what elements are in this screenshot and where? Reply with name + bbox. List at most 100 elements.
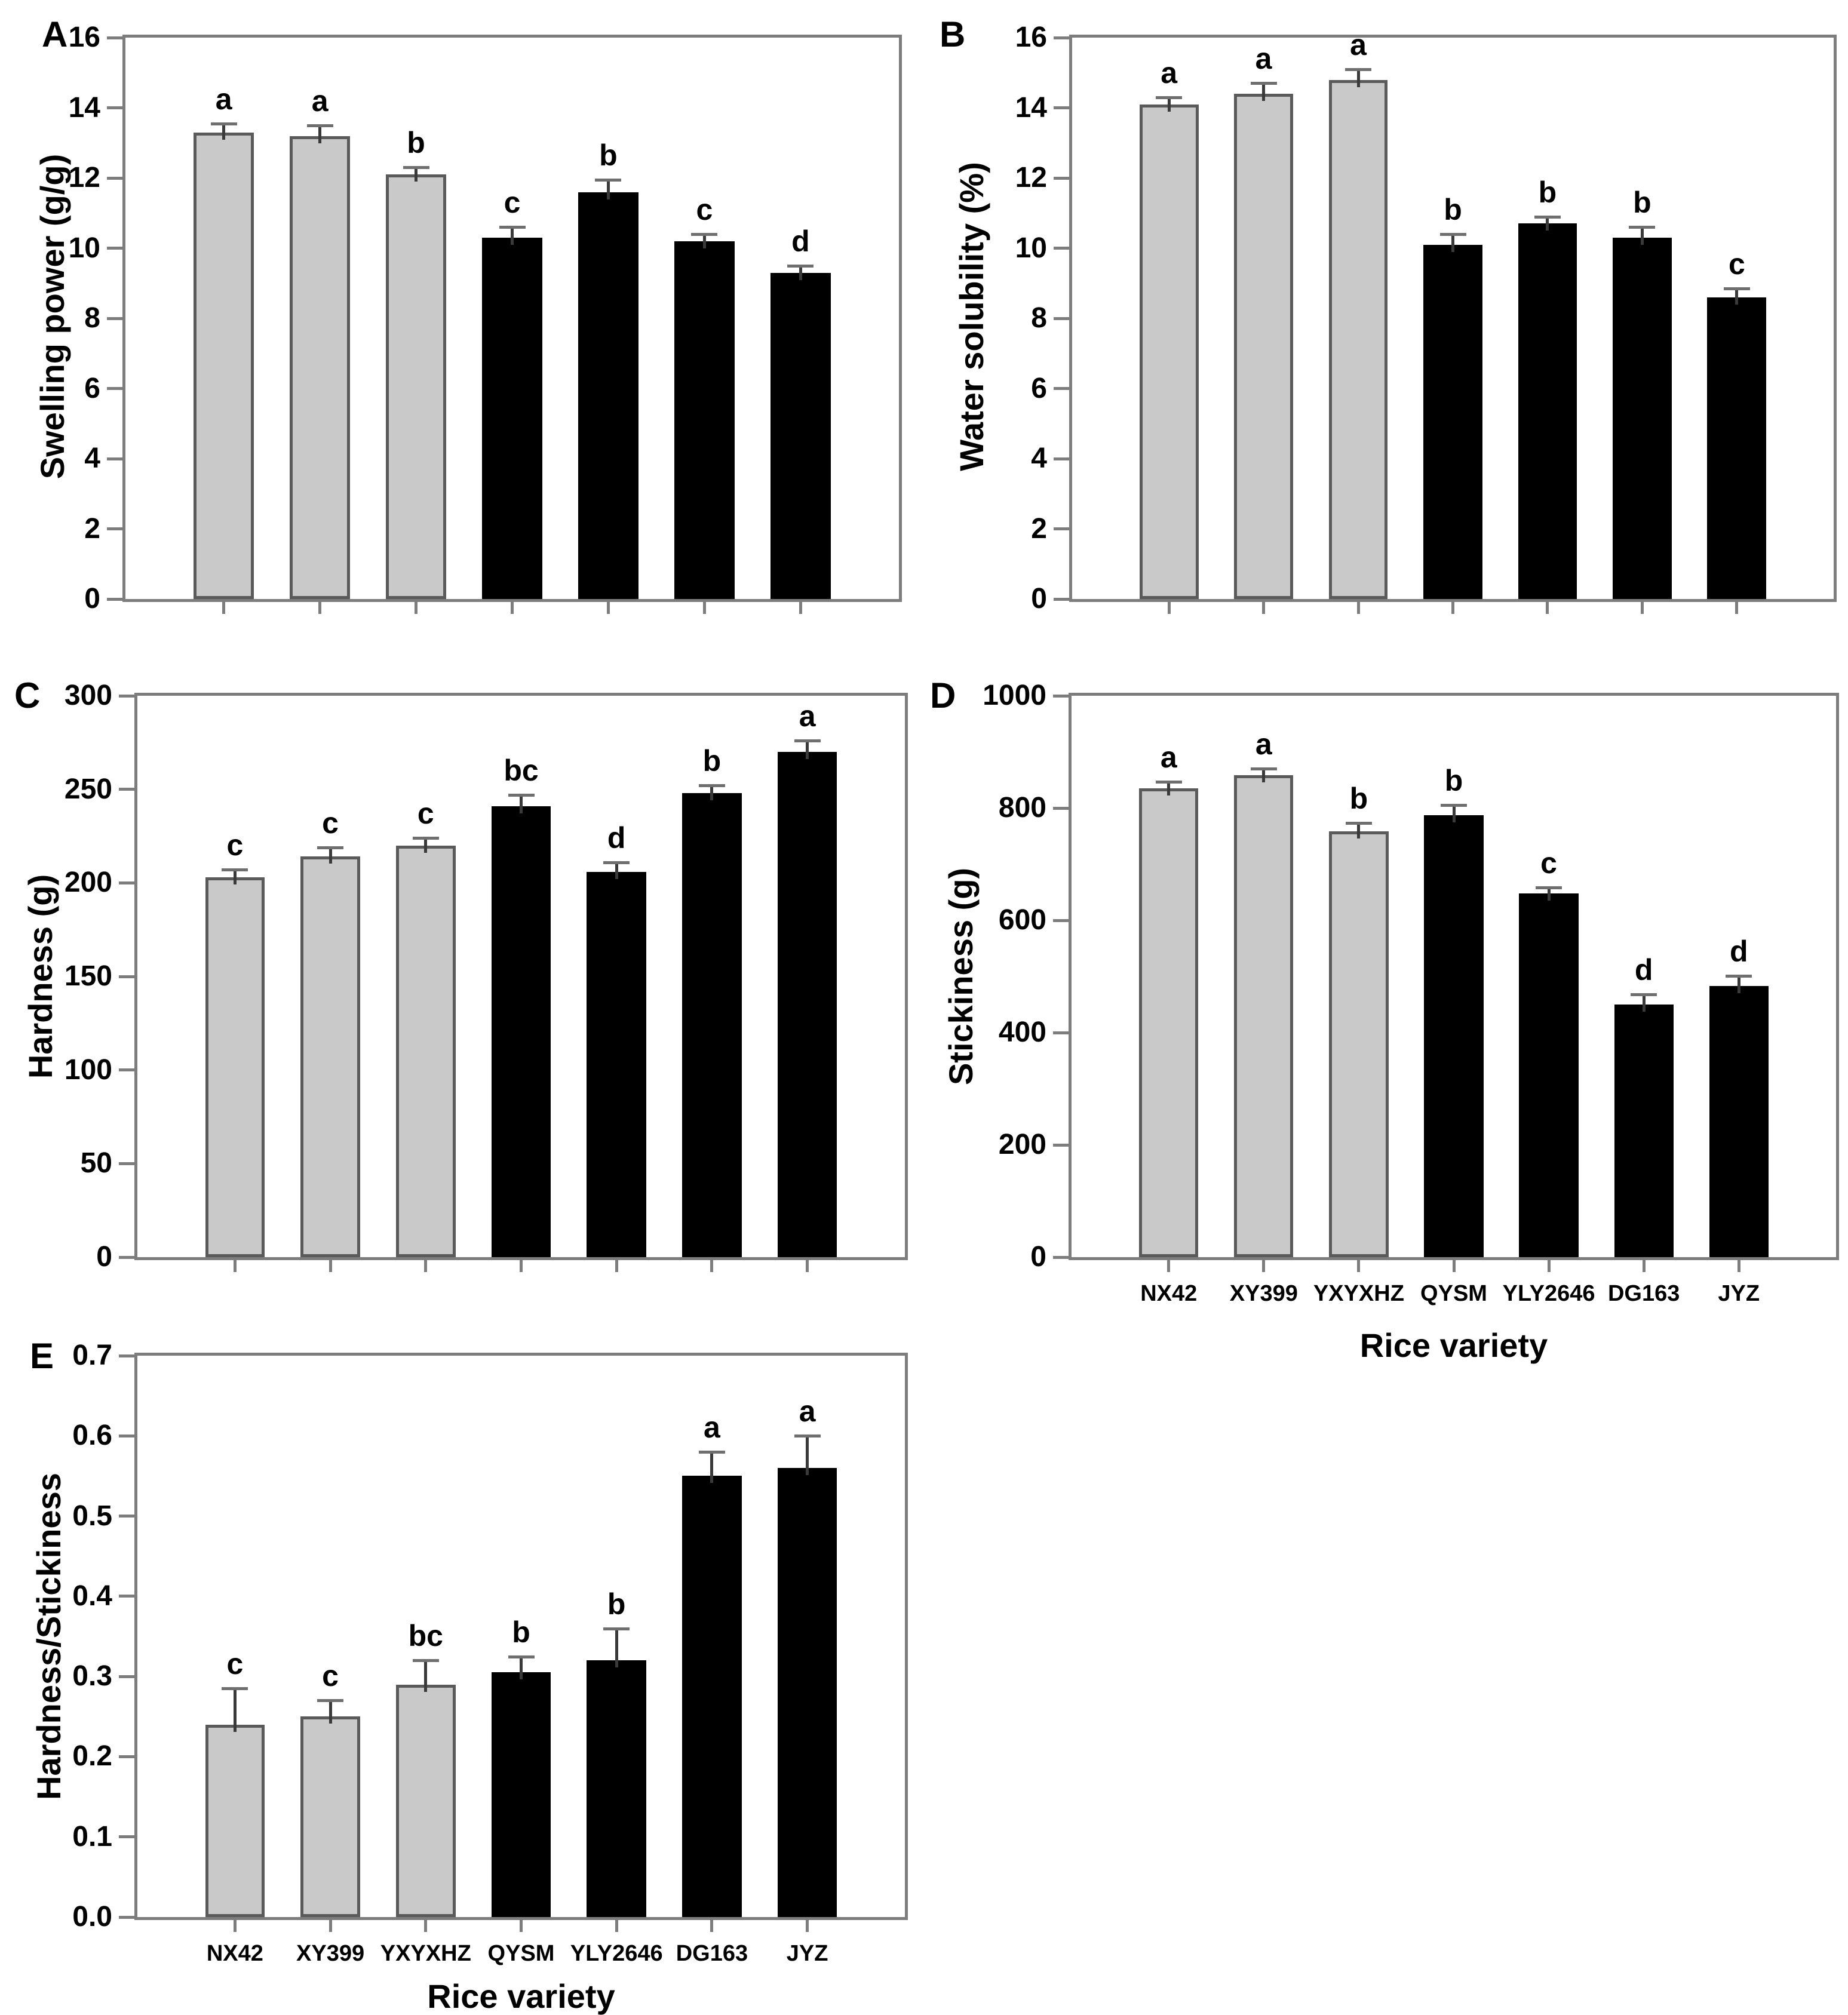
bar-YXYXHZ bbox=[395, 1684, 456, 1917]
error-bar-NX42 bbox=[1167, 781, 1171, 796]
x-axis-tick bbox=[702, 602, 706, 614]
x-axis-tick bbox=[1640, 602, 1644, 614]
y-axis-tick bbox=[1054, 176, 1069, 180]
error-bar-cap-NX42 bbox=[210, 122, 237, 125]
y-axis-tick bbox=[107, 457, 122, 460]
x-axis-tick bbox=[1737, 1260, 1740, 1272]
significance-letter-JYZ: d bbox=[791, 224, 810, 258]
y-axis-tick bbox=[119, 1068, 134, 1072]
y-axis-tick bbox=[119, 1915, 134, 1919]
y-axis-tick-label: 2 bbox=[1031, 512, 1047, 545]
panel-d-letter: D bbox=[930, 675, 956, 715]
error-bar-YLY2646 bbox=[606, 179, 610, 199]
y-axis-tick bbox=[119, 881, 134, 884]
y-axis-tick-label: 250 bbox=[64, 773, 112, 805]
significance-letter-YXYXHZ: a bbox=[1350, 27, 1367, 62]
y-axis-tick-label: 0.5 bbox=[72, 1500, 112, 1532]
error-bar-NX42 bbox=[233, 870, 237, 884]
error-bar-DG163 bbox=[702, 234, 706, 248]
x-axis-tick bbox=[1451, 602, 1454, 614]
error-bar-YXYXHZ bbox=[415, 167, 418, 182]
significance-letter-QYSM: b bbox=[1444, 764, 1463, 798]
error-bar-cap-YLY2646 bbox=[1536, 886, 1562, 890]
y-axis-tick-label: 400 bbox=[998, 1016, 1046, 1048]
x-axis-label-QYSM: QYSM bbox=[1420, 1281, 1487, 1306]
error-bar-cap-QYSM bbox=[1441, 804, 1467, 807]
error-bar-cap-YLY2646 bbox=[595, 178, 622, 182]
y-axis-tick bbox=[107, 597, 122, 601]
significance-letter-NX42: c bbox=[226, 1647, 244, 1681]
y-axis-tick-label: 150 bbox=[64, 960, 112, 992]
x-axis-label-QYSM: QYSM bbox=[487, 1941, 555, 1966]
error-bar-JYZ bbox=[1737, 976, 1740, 993]
y-axis-tick bbox=[107, 247, 122, 250]
significance-letter-DG163: a bbox=[704, 1411, 720, 1445]
error-bar-YLY2646 bbox=[1546, 216, 1549, 231]
x-axis-label-JYZ: JYZ bbox=[786, 1941, 828, 1966]
x-axis-tick bbox=[1642, 1260, 1646, 1272]
y-axis-tick bbox=[119, 1434, 134, 1437]
x-axis-tick bbox=[615, 1260, 618, 1272]
bar-JYZ bbox=[1707, 297, 1767, 599]
x-axis-tick bbox=[615, 1920, 618, 1932]
error-bar-JYZ bbox=[799, 265, 802, 280]
x-axis-tick bbox=[1167, 1260, 1171, 1272]
bar-DG163 bbox=[682, 1476, 742, 1917]
significance-letter-DG163: b bbox=[702, 744, 722, 778]
error-bar-QYSM bbox=[511, 227, 514, 245]
error-bar-cap-DG163 bbox=[1629, 226, 1656, 229]
significance-letter-XY399: a bbox=[311, 84, 329, 118]
significance-letter-YLY2646: d bbox=[607, 821, 626, 855]
y-axis-tick-label: 0.0 bbox=[72, 1901, 112, 1933]
error-bar-cap-JYZ bbox=[1723, 287, 1750, 291]
error-bar-YXYXHZ bbox=[1356, 69, 1360, 87]
error-bar-DG163 bbox=[1642, 994, 1646, 1012]
error-bar-QYSM bbox=[1452, 805, 1456, 823]
panel-a-swelling-power: A Swelling power (g/g) 0 2 4 6 8 10 12 14 16 a a b c… bbox=[0, 0, 924, 651]
bar-XY399 bbox=[1234, 94, 1293, 599]
panel-e-plot-area: 0.0 0.1 0.2 0.3 0.4 0.5 0.6 0.7 c NX42 c XY399 bc YXY… bbox=[72, 1341, 908, 1965]
x-axis-tick bbox=[1735, 602, 1739, 614]
x-axis-tick bbox=[1167, 602, 1171, 614]
significance-letter-XY399: c bbox=[322, 1659, 339, 1693]
x-axis-label-NX42: NX42 bbox=[206, 1941, 263, 1966]
panel-b-plot-area: 0 2 4 6 8 10 12 14 16 a a a b b b c bbox=[1015, 23, 1837, 614]
bar-YLY2646 bbox=[578, 192, 638, 599]
x-axis-tick bbox=[1262, 1260, 1266, 1272]
error-bar-cap-NX42 bbox=[1155, 780, 1182, 784]
panel-e-hardness-stickiness-ratio: E Hardness/Stickiness 0.0 0.1 0.2 0.3 0.4 0.5… bbox=[0, 1311, 924, 2015]
y-axis-tick bbox=[119, 1675, 134, 1678]
bar-JYZ bbox=[770, 272, 831, 599]
x-axis-tick bbox=[520, 1920, 523, 1932]
x-axis-tick bbox=[520, 1260, 523, 1272]
error-bar-NX42 bbox=[222, 123, 226, 140]
x-axis-tick bbox=[710, 1920, 714, 1932]
error-bar-NX42 bbox=[233, 1688, 237, 1732]
x-axis-label-NX42: NX42 bbox=[1140, 1281, 1198, 1306]
y-axis-tick bbox=[1053, 1143, 1069, 1147]
significance-letter-QYSM: b bbox=[512, 1615, 530, 1649]
y-axis-tick bbox=[1053, 694, 1069, 698]
panel-e-y-axis-label: Hardness/Stickiness bbox=[30, 1473, 67, 1800]
y-axis-tick-label: 10 bbox=[1015, 232, 1047, 264]
error-bar-YLY2646 bbox=[615, 1628, 618, 1668]
x-axis-tick bbox=[233, 1920, 237, 1932]
x-axis-tick bbox=[799, 602, 802, 614]
error-bar-cap-YXYXHZ bbox=[403, 166, 429, 170]
y-axis-tick bbox=[119, 1595, 134, 1598]
error-bar-cap-QYSM bbox=[508, 794, 535, 797]
bar-NX42 bbox=[1139, 788, 1199, 1257]
bar-XY399 bbox=[300, 856, 360, 1257]
y-axis-tick-label: 1000 bbox=[983, 680, 1046, 711]
y-axis-tick bbox=[119, 1354, 134, 1357]
significance-letter-JYZ: d bbox=[1729, 935, 1748, 969]
y-axis-tick-label: 4 bbox=[1031, 443, 1047, 474]
bar-YLY2646 bbox=[1518, 223, 1577, 599]
error-bar-cap-DG163 bbox=[1631, 993, 1657, 997]
y-axis-tick bbox=[1053, 806, 1069, 810]
significance-letter-NX42: c bbox=[226, 828, 244, 862]
significance-letter-YXYXHZ: bc bbox=[408, 1619, 443, 1653]
y-axis-tick-label: 2 bbox=[84, 512, 100, 545]
significance-letter-JYZ: c bbox=[1728, 247, 1745, 281]
x-axis-tick bbox=[233, 1260, 237, 1272]
